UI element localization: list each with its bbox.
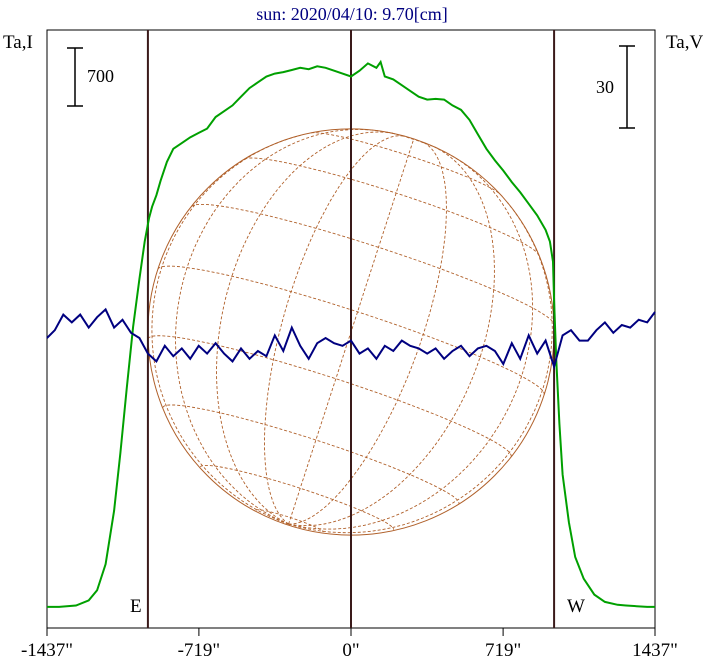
series-ta-v-line — [46, 307, 656, 371]
x-tick-label: 0" — [342, 640, 359, 661]
disk-parallel — [162, 404, 460, 504]
disk-meridian — [216, 131, 395, 525]
disk-parallel — [244, 157, 540, 255]
chart-title: sun: 2020/04/10: 9.70[cm] — [256, 4, 448, 24]
disk-meridian — [264, 135, 404, 525]
scale-bar-right-value: 30 — [596, 77, 614, 97]
right-axis-label: Ta,V — [666, 32, 703, 53]
disk-meridian — [288, 142, 447, 525]
disk-meridian — [151, 134, 301, 525]
east-limb-marker: E — [130, 596, 142, 617]
left-axis-label: Ta,I — [3, 32, 33, 53]
limb-lines — [146, 30, 556, 628]
scale-bar-right: 30 — [596, 45, 635, 129]
disk-parallel — [147, 335, 512, 457]
disk-parallel — [255, 509, 324, 533]
disk-meridian — [175, 128, 379, 525]
disk-meridian — [288, 145, 495, 527]
disk-parallel — [157, 265, 545, 395]
series-ta-i-line — [47, 59, 655, 608]
disk-parallel — [200, 464, 395, 530]
disk-meridian — [288, 202, 553, 534]
x-axis-ticks: -1437" -719" 0" 719" 1437" — [21, 628, 678, 661]
x-tick-label: 719" — [485, 640, 521, 661]
disk-parallel — [311, 132, 501, 195]
scale-bar-left: 700 — [67, 47, 114, 107]
x-tick-label: -719" — [178, 640, 221, 661]
west-limb-marker: W — [567, 596, 585, 617]
disk-meridian — [288, 152, 534, 530]
disk-parallel — [387, 131, 440, 150]
scale-bar-left-value: 700 — [87, 66, 114, 86]
x-tick-label: 1437" — [632, 640, 678, 661]
x-tick-label: -1437" — [21, 640, 73, 661]
disk-parallel — [191, 203, 555, 325]
disk-meridian — [288, 138, 415, 525]
